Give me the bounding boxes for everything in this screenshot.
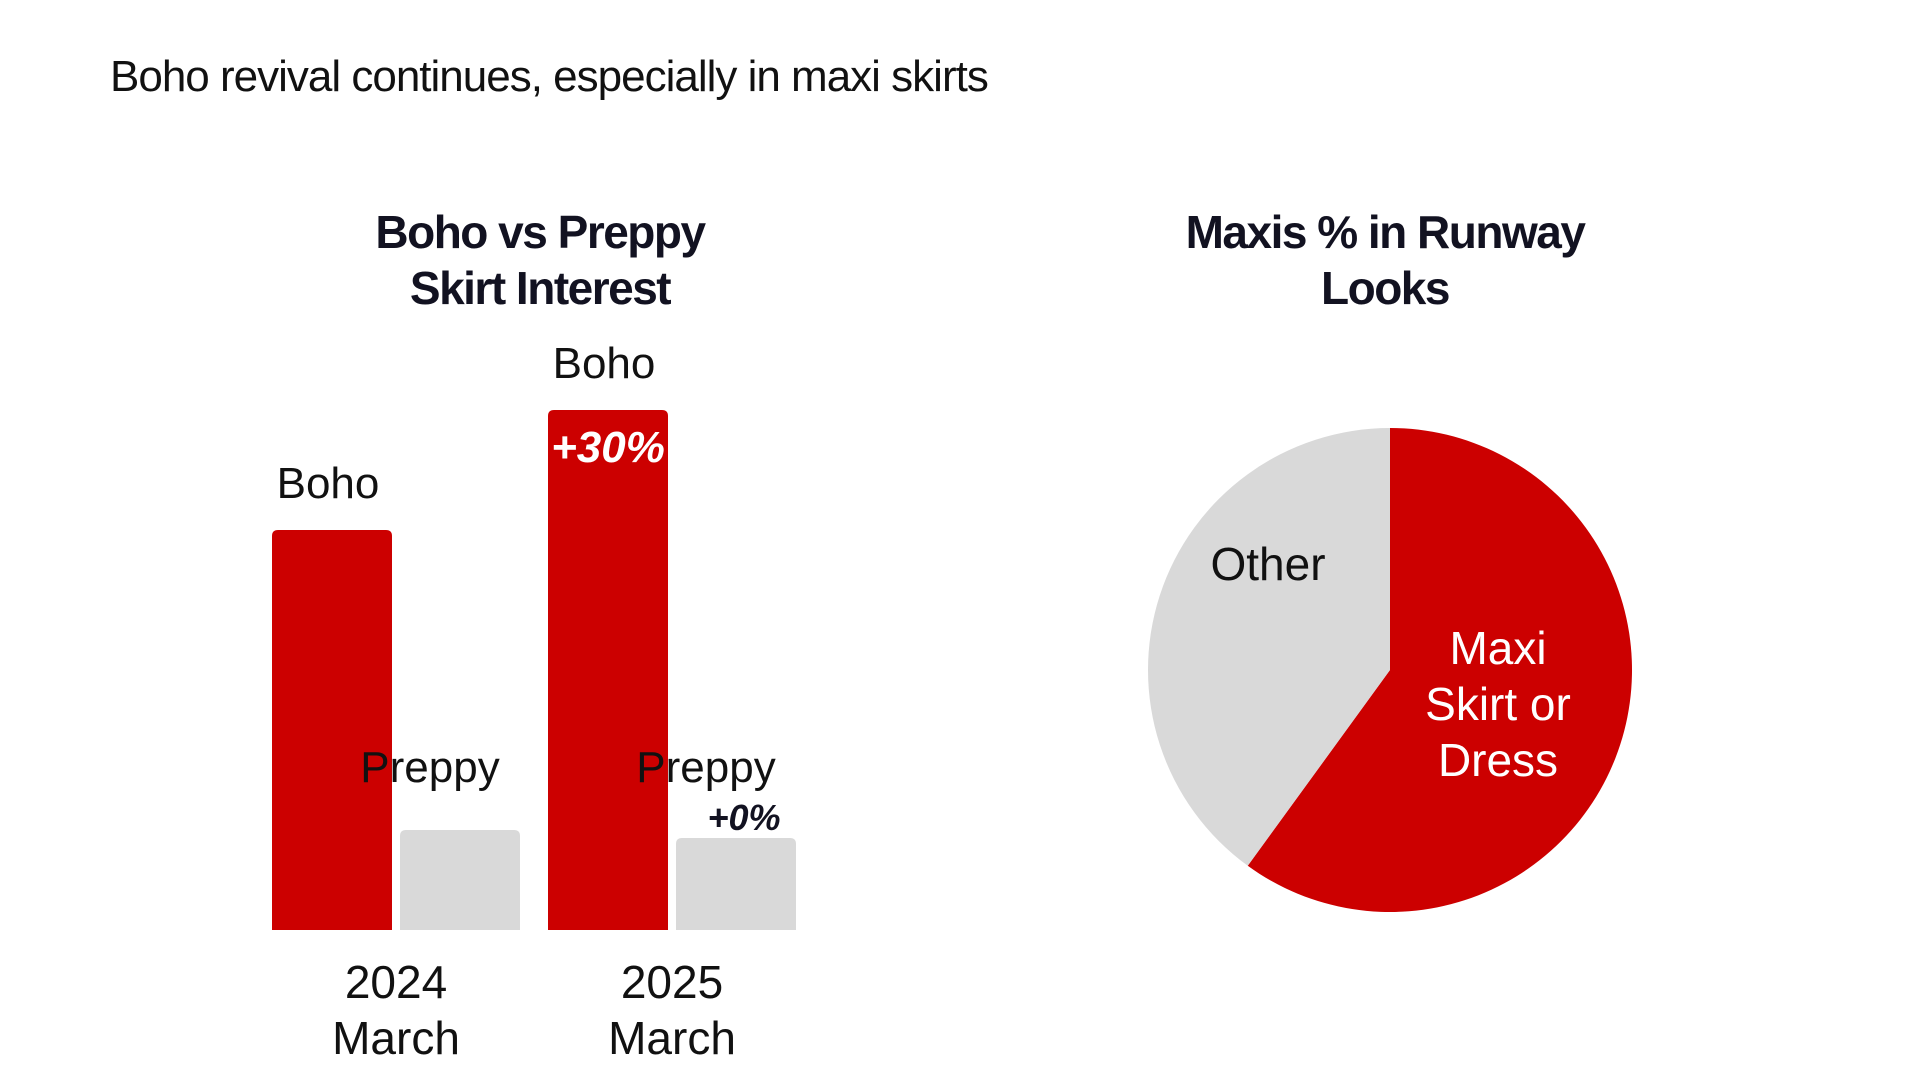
bar-annotation-boho-2025: +30%: [551, 423, 665, 472]
pie-label-other-line-1: Other: [1210, 538, 1325, 590]
bar-boho-2024: [272, 530, 392, 930]
bar-preppy-2024: [400, 830, 520, 930]
bar-chart-title: Boho vs Preppy Skirt Interest: [290, 204, 790, 316]
bar-label-preppy-2025: Preppy: [636, 743, 775, 792]
pie-slice-maxi: [1247, 428, 1633, 912]
bar-chart-title-line-1: Boho vs Preppy: [375, 206, 706, 258]
x-tick-label-year-2024: 2024: [345, 956, 447, 1008]
pie-chart-title-line-1: Maxis % in Runway: [1185, 206, 1586, 258]
pie-label-maxi-line-1: Maxi: [1449, 622, 1546, 674]
x-tick-label-month-2024: March: [332, 1012, 460, 1064]
pie-slice-other: [1148, 428, 1390, 866]
pie-chart-title: Maxis % in Runway Looks: [1125, 204, 1645, 316]
bar-label-boho-2024: Boho: [277, 459, 380, 508]
pie-label-maxi-line-3: Dress: [1438, 734, 1558, 786]
x-tick-label-month-2025: March: [608, 1012, 736, 1064]
x-tick-label-year-2025: 2025: [621, 956, 723, 1008]
slide-title: Boho revival continues, especially in ma…: [110, 52, 989, 101]
bar-label-preppy-2024: Preppy: [360, 743, 499, 792]
pie-chart-title-line-2: Looks: [1321, 262, 1450, 314]
bar-chart-title-line-2: Skirt Interest: [409, 262, 672, 314]
bar-boho-2025: [548, 410, 668, 930]
pie-label-maxi-line-2: Skirt or: [1425, 678, 1571, 730]
bar-label-boho-2025: Boho: [553, 339, 656, 388]
bar-preppy-2025: [676, 838, 796, 930]
bar-annotation-preppy-2025: +0%: [707, 797, 780, 838]
